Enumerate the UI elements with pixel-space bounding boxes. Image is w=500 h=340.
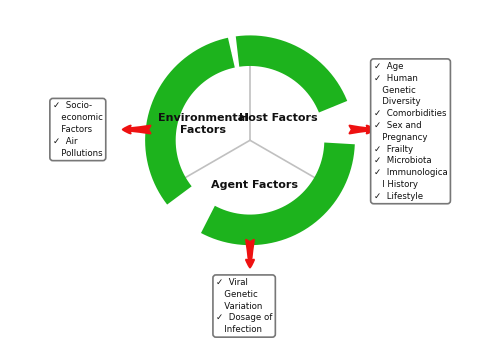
Text: ✓  Socio-
   economic
   Factors
✓  Air
   Pollutions: ✓ Socio- economic Factors ✓ Air Pollutio… <box>53 101 102 158</box>
Text: ✓  Age
✓  Human
   Genetic
   Diversity
✓  Comorbidities
✓  Sex and
   Pregnancy: ✓ Age ✓ Human Genetic Diversity ✓ Comorb… <box>374 62 448 201</box>
Text: Host Factors: Host Factors <box>240 113 318 123</box>
Text: ✓  Viral
   Genetic
   Variation
✓  Dosage of
   Infection: ✓ Viral Genetic Variation ✓ Dosage of In… <box>216 278 272 334</box>
Text: Environmental
Factors: Environmental Factors <box>158 113 249 135</box>
Text: Agent Factors: Agent Factors <box>211 180 298 190</box>
